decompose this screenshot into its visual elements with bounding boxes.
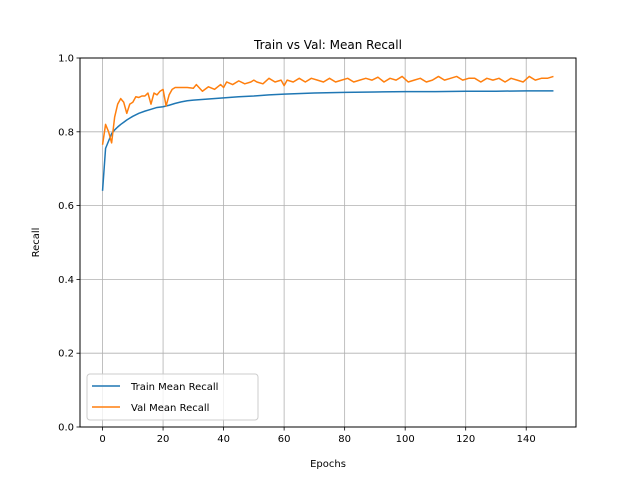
x-tick-label: 120 xyxy=(456,434,475,445)
x-tick-label: 60 xyxy=(278,434,291,445)
axes-frame xyxy=(79,57,577,428)
y-tick-label: 0.4 xyxy=(58,275,74,286)
legend: Train Mean Recall Val Mean Recall xyxy=(86,373,259,421)
ticks: 0 20 40 60 80 100 120 140 0.0 0.2 0.4 0.6 0.8 1.0 xyxy=(58,54,536,446)
y-tick-label: 1.0 xyxy=(58,54,74,65)
x-tick-label: 140 xyxy=(517,434,536,445)
chart-title: Train vs Val: Mean Recall xyxy=(253,38,402,52)
x-tick-label: 0 xyxy=(99,434,105,445)
y-axis-title: Recall xyxy=(31,228,42,258)
y-tick-label: 0.8 xyxy=(58,127,74,138)
x-tick-label: 20 xyxy=(157,434,170,445)
x-tick-label: 40 xyxy=(217,434,230,445)
x-tick-label: 80 xyxy=(338,434,351,445)
series-lines xyxy=(101,75,554,191)
y-tick-label: 0.0 xyxy=(58,423,74,434)
x-tick-label: 100 xyxy=(396,434,415,445)
y-tick-label: 0.6 xyxy=(58,201,74,212)
legend-label: Train Mean Recall xyxy=(130,382,218,393)
legend-label: Val Mean Recall xyxy=(131,403,209,414)
y-tick-label: 0.2 xyxy=(58,349,74,360)
series-line-train xyxy=(101,90,554,191)
x-axis-title: Epochs xyxy=(310,459,346,470)
legend-box xyxy=(86,373,259,421)
series-line-val xyxy=(101,75,554,145)
